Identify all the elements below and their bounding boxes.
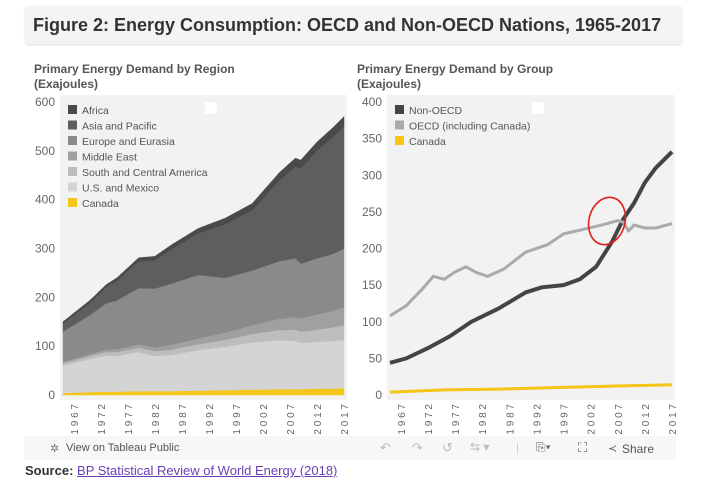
x-tick-label: 2 0 0 2 bbox=[259, 404, 270, 435]
x-tick-label: 2 0 1 2 bbox=[313, 404, 324, 435]
x-tick-label: 1 9 7 2 bbox=[97, 404, 108, 435]
view-on-tableau-link[interactable]: View on Tableau Public bbox=[66, 442, 180, 454]
x-tick-label: 1 9 9 2 bbox=[205, 404, 216, 435]
tableau-toolbar: ✲ View on Tableau Public ↶ ↷ ↺ ⇆ ▾ | ⎘▾ … bbox=[24, 436, 676, 460]
line-non-oecd bbox=[389, 150, 674, 365]
legend-swatch bbox=[68, 167, 77, 176]
red-circle-annotation bbox=[587, 196, 627, 246]
legend-swatch bbox=[395, 105, 404, 114]
legend-swatch bbox=[68, 105, 77, 114]
figure-title: Figure 2: Energy Consumption: OECD and N… bbox=[33, 15, 662, 35]
legend-swatch bbox=[68, 151, 77, 161]
right-chart-title: Primary Energy Demand by Group (Exajoules… bbox=[357, 62, 554, 91]
legend-label: Canada bbox=[409, 136, 446, 148]
x-tick-label: 1 9 7 7 bbox=[451, 404, 462, 435]
x-tick-label: 2 0 1 2 bbox=[641, 404, 652, 435]
legend-label: Non-OECD bbox=[409, 105, 463, 117]
legend-label: U.S. and Mexico bbox=[82, 183, 159, 195]
area-africa bbox=[62, 116, 345, 325]
y-tick-label: 300 bbox=[362, 168, 382, 182]
divider: | bbox=[516, 442, 519, 454]
refresh-icon[interactable]: ⇆ ▾ bbox=[470, 440, 490, 454]
y-tick-label: 400 bbox=[362, 95, 382, 109]
y-tick-label: 200 bbox=[35, 290, 55, 304]
download-icon[interactable]: ⎘▾ bbox=[536, 440, 551, 454]
legend-label: South and Central America bbox=[82, 167, 208, 179]
legend-label: Middle East bbox=[82, 152, 137, 164]
legend-swatch bbox=[68, 120, 77, 130]
x-tick-label: 2 0 0 2 bbox=[587, 404, 598, 435]
y-tick-label: 50 bbox=[369, 351, 383, 365]
line-canada bbox=[389, 383, 673, 394]
share-button[interactable]: Share bbox=[622, 442, 655, 456]
y-tick-label: 0 bbox=[375, 388, 382, 402]
revert-icon[interactable]: ↺ bbox=[442, 440, 453, 455]
undo-icon[interactable]: ↶ bbox=[380, 440, 391, 455]
figure-title-box: Figure 2: Energy Consumption: OECD and N… bbox=[25, 6, 682, 44]
fullscreen-icon[interactable]: ⛶ bbox=[578, 440, 588, 455]
share-icon[interactable]: ≺ bbox=[608, 443, 618, 455]
y-tick-label: 500 bbox=[35, 144, 55, 158]
y-tick-label: 400 bbox=[35, 193, 55, 207]
source-link[interactable]: BP Statistical Review of World Energy (2… bbox=[77, 463, 338, 478]
legend-label: OECD (including Canada) bbox=[409, 121, 530, 133]
legend-swatch bbox=[395, 136, 404, 145]
legend-swatch bbox=[68, 198, 77, 207]
x-tick-label: 1 9 9 7 bbox=[560, 404, 571, 435]
x-tick-label: 1 9 9 2 bbox=[532, 404, 543, 435]
redo-icon[interactable]: ↷ bbox=[412, 440, 423, 455]
y-tick-label: 100 bbox=[362, 315, 382, 329]
y-tick-label: 600 bbox=[35, 95, 55, 109]
legend-label: Canada bbox=[82, 198, 119, 210]
legend-blank-square bbox=[532, 102, 544, 114]
plot-background bbox=[387, 95, 675, 400]
x-tick-label: 1 9 6 7 bbox=[397, 404, 408, 435]
x-tick-label: 1 9 7 7 bbox=[124, 404, 135, 435]
y-tick-label: 300 bbox=[35, 242, 55, 256]
legend-swatch bbox=[68, 182, 77, 192]
tableau-logo-icon: ✲ bbox=[50, 443, 60, 455]
x-tick-label: 1 9 6 7 bbox=[70, 404, 81, 435]
x-tick-label: 2 0 0 7 bbox=[614, 404, 625, 435]
x-tick-label: 1 9 8 2 bbox=[151, 404, 162, 435]
y-tick-label: 200 bbox=[362, 242, 382, 256]
x-tick-label: 1 9 8 7 bbox=[178, 404, 189, 435]
x-tick-label: 1 9 7 2 bbox=[424, 404, 435, 435]
legend-label: Africa bbox=[82, 105, 109, 117]
x-tick-label: 1 9 9 7 bbox=[232, 404, 243, 435]
legend-swatch bbox=[395, 120, 404, 130]
x-tick-label: 2 0 1 7 bbox=[668, 404, 679, 435]
x-tick-label: 2 0 0 7 bbox=[286, 404, 297, 435]
source-label: Source: bbox=[25, 463, 74, 478]
legend-blank-square bbox=[205, 102, 217, 114]
legend-label: Europe and Eurasia bbox=[82, 136, 175, 148]
y-tick-label: 350 bbox=[362, 132, 382, 146]
line-oecd-including-canada- bbox=[389, 219, 673, 318]
legend-label: Asia and Pacific bbox=[82, 121, 157, 133]
x-tick-label: 2 0 1 7 bbox=[340, 404, 351, 435]
source-line: Source: BP Statistical Review of World E… bbox=[25, 463, 337, 478]
y-tick-label: 100 bbox=[35, 339, 55, 353]
y-tick-label: 250 bbox=[362, 205, 382, 219]
left-chart-title: Primary Energy Demand by Region (Exajoule… bbox=[34, 62, 235, 91]
x-tick-label: 1 9 8 7 bbox=[505, 404, 516, 435]
legend-swatch bbox=[68, 136, 77, 145]
x-tick-label: 1 9 8 2 bbox=[478, 404, 489, 435]
y-tick-label: 150 bbox=[362, 278, 382, 292]
y-tick-label: 0 bbox=[48, 388, 55, 402]
